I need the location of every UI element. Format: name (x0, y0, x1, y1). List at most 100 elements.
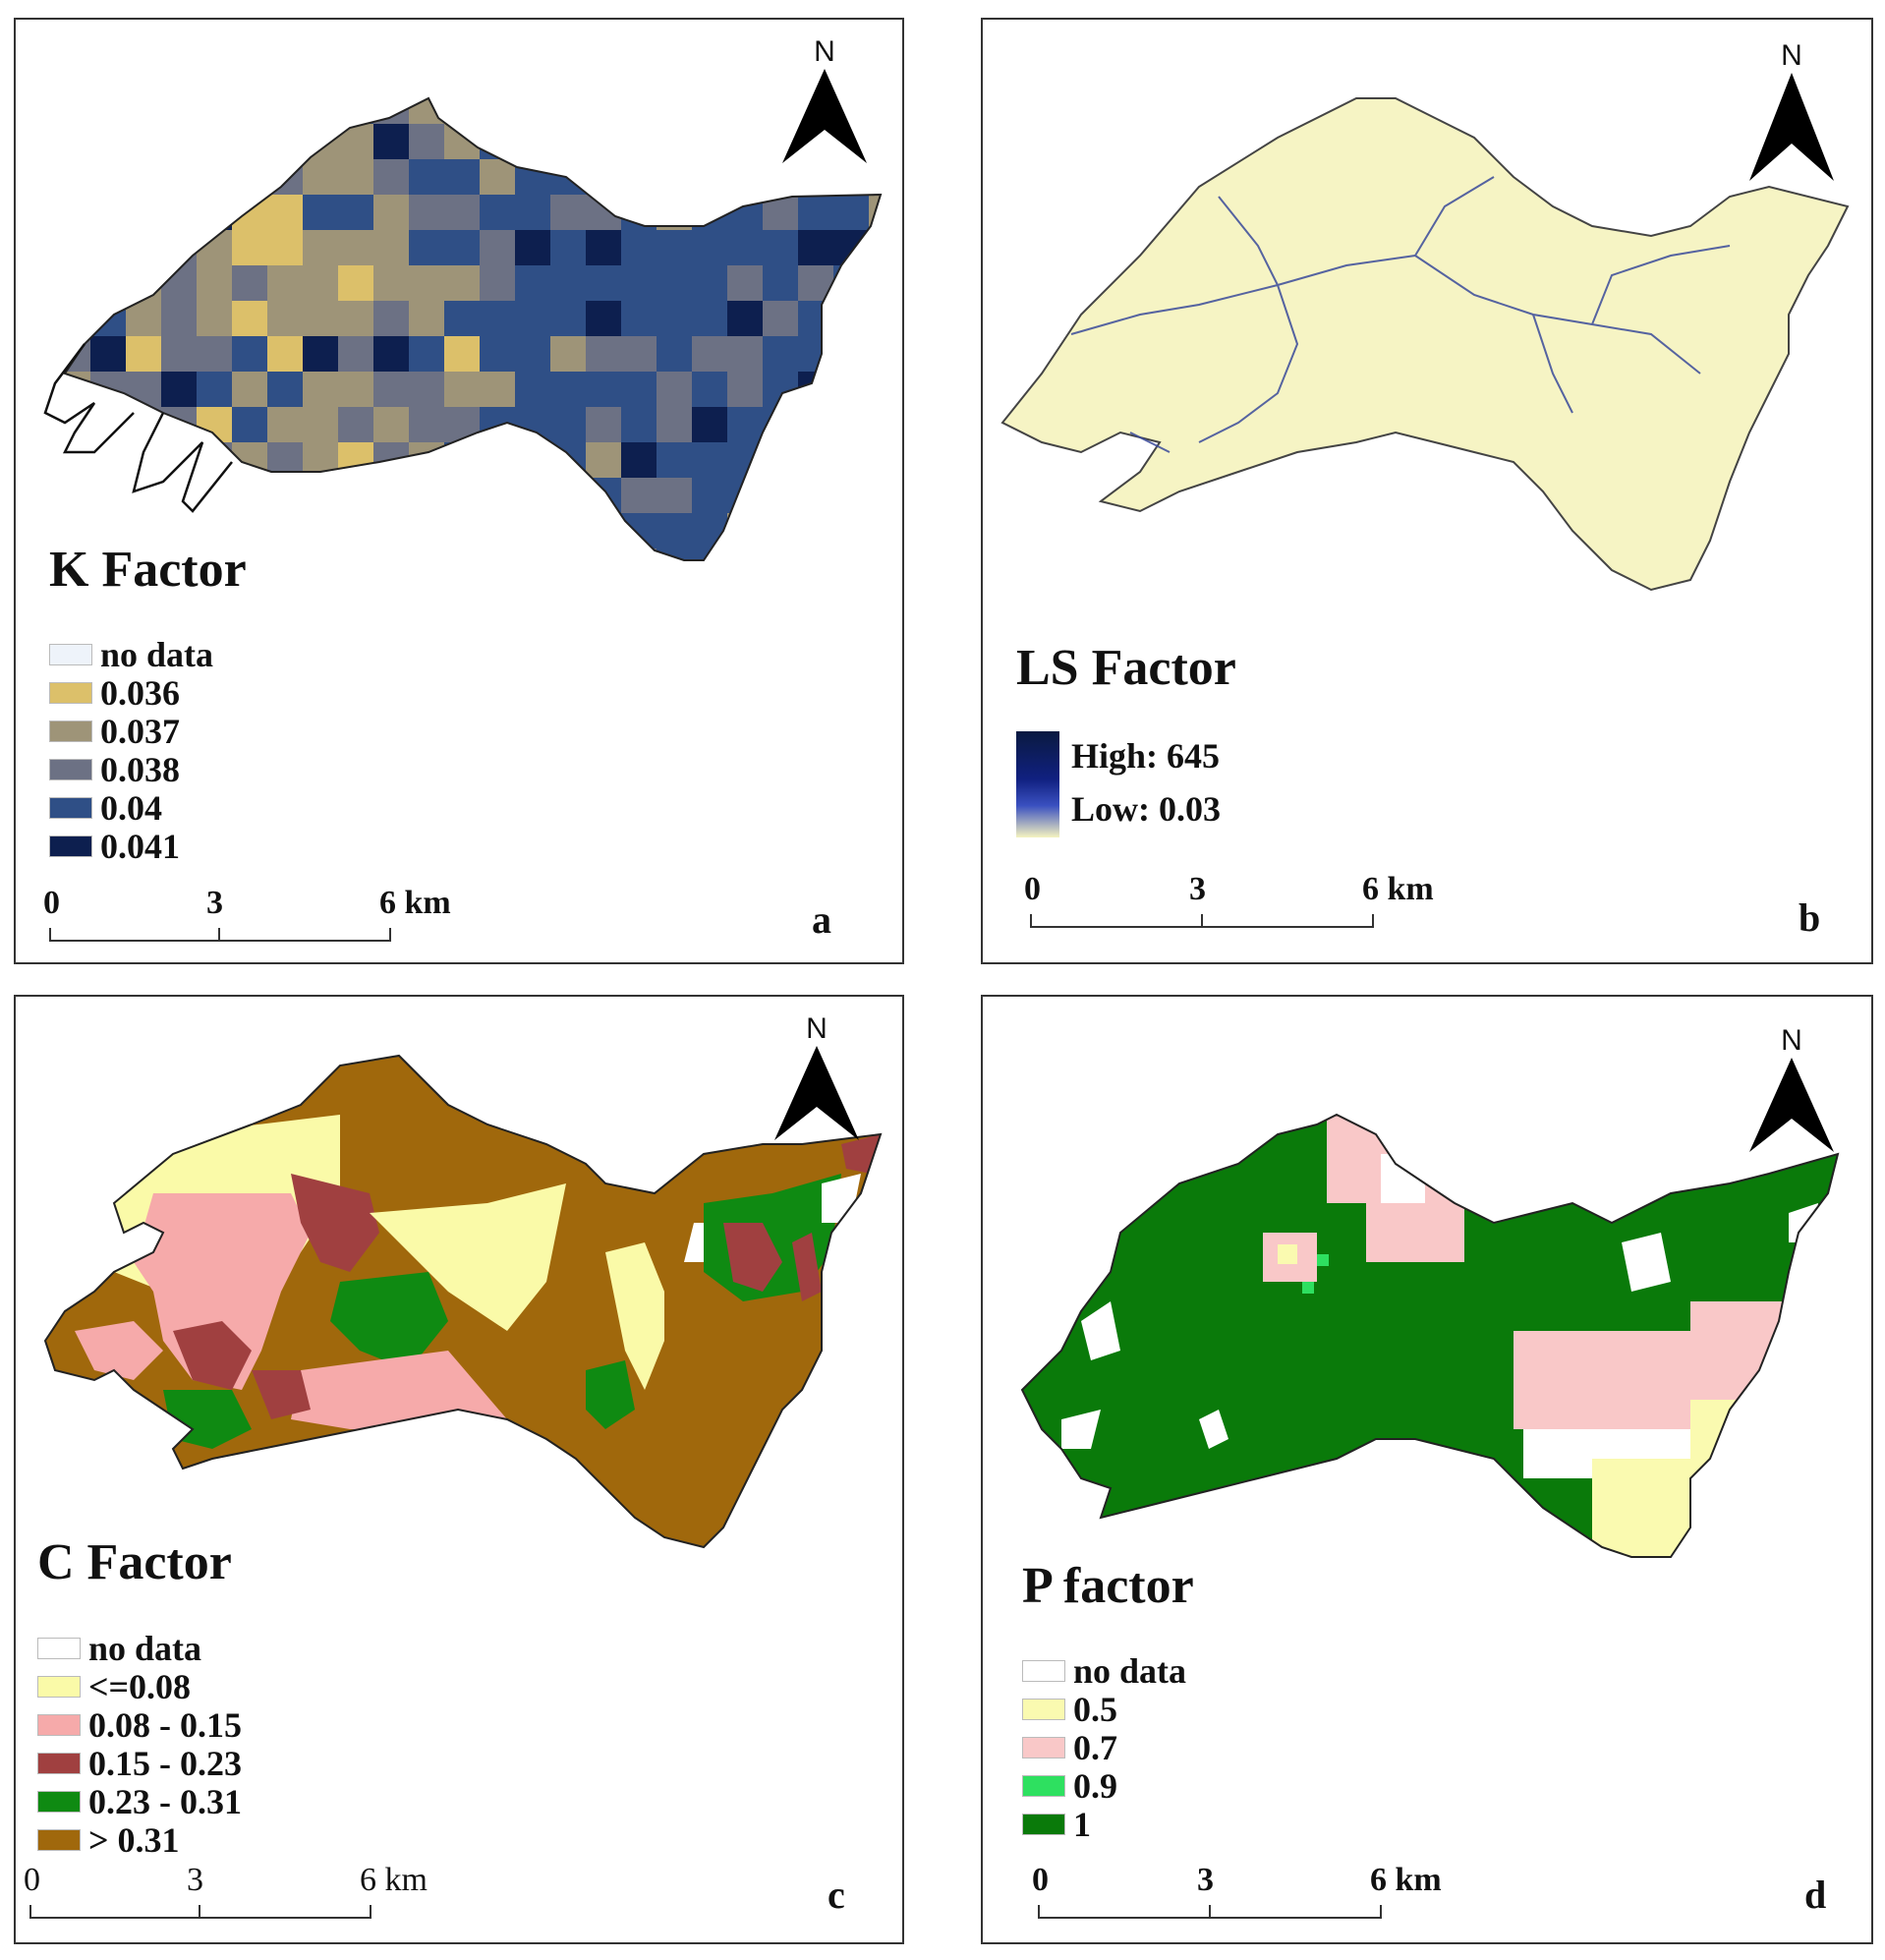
k-raster-cell (621, 372, 657, 407)
k-raster-cell (657, 265, 692, 301)
k-raster-cell (833, 301, 869, 336)
k-raster-cell (657, 230, 692, 265)
panel-c-c-factor: N C Factor no data <=0.08 0.08 - 0.15 0.… (14, 995, 904, 1944)
k-raster-cell (869, 442, 881, 478)
k-raster-cell (373, 478, 409, 513)
k-raster-cell (692, 336, 727, 372)
k-raster-cell (480, 301, 515, 336)
k-raster-cell (480, 548, 515, 560)
k-raster-cell (232, 336, 267, 372)
k-raster-cell (692, 124, 727, 159)
k-raster-cell (621, 124, 657, 159)
k-raster-cell (869, 159, 881, 195)
ls-legend-high: High: 645 (1071, 736, 1221, 776)
scale-bar-line (49, 928, 391, 942)
legend-label: 1 (1073, 1804, 1091, 1844)
k-raster-cell (444, 407, 480, 442)
k-raster-cell (161, 336, 197, 372)
panel-a-k-factor: N K Factor no data 0.036 0.037 0.038 0.0… (14, 18, 904, 964)
k-raster-cell (90, 195, 126, 230)
scale-bar-tick (1201, 914, 1203, 928)
north-label: N (806, 1012, 828, 1045)
k-raster-cell (444, 513, 480, 548)
k-raster-cell (65, 336, 90, 372)
k-raster-cell (338, 301, 373, 336)
legend-swatch (37, 1790, 81, 1813)
k-raster-cell (303, 98, 338, 124)
legend-swatch (37, 1752, 81, 1774)
panel-letter: d (1804, 1873, 1827, 1917)
legend-swatch (1022, 1659, 1065, 1682)
k-raster-cell (515, 442, 550, 478)
k-raster-cell (692, 195, 727, 230)
k-raster-cell (267, 407, 303, 442)
ls-gradient-swatch (1016, 731, 1059, 837)
k-raster-cell (338, 265, 373, 301)
k-raster-cell (373, 124, 409, 159)
k-raster-cell (126, 407, 161, 442)
k-raster-cell (65, 230, 90, 265)
k-raster-cell (126, 336, 161, 372)
k-raster-cell (550, 513, 586, 548)
k-raster-cell (409, 124, 444, 159)
k-raster-cell (161, 478, 197, 513)
scale-bar: 0 3 6 km (43, 885, 451, 953)
k-raster-cell (444, 548, 480, 560)
k-raster-cell (480, 372, 515, 407)
k-raster-cell (90, 124, 126, 159)
legend-swatch (37, 1675, 81, 1698)
k-raster-cell (692, 442, 727, 478)
k-raster-cell (833, 372, 869, 407)
k-raster-cell (515, 336, 550, 372)
k-raster-cell (798, 230, 833, 265)
k-raster-cell (621, 230, 657, 265)
k-raster-cell (90, 372, 126, 407)
k-raster-cell (480, 513, 515, 548)
k-raster-cell (197, 372, 232, 407)
k-raster-cell (444, 336, 480, 372)
legend-swatch (49, 681, 92, 704)
k-raster-cell (373, 513, 409, 548)
k-raster-cell (232, 407, 267, 442)
panel-letter: a (812, 897, 831, 942)
p-factor-map (1020, 1113, 1840, 1558)
k-raster-cell (373, 336, 409, 372)
north-arrow-icon (782, 69, 867, 163)
k-raster-cell (480, 478, 515, 513)
k-raster-cell (197, 124, 232, 159)
k-raster-cell (161, 124, 197, 159)
c-factor-map (43, 1054, 883, 1549)
north-arrow: N (780, 35, 869, 163)
panel-a-legend: no data 0.036 0.037 0.038 0.04 0.041 (49, 634, 214, 866)
k-raster-cell (480, 407, 515, 442)
k-raster-cell (90, 336, 126, 372)
k-raster-cell (798, 513, 833, 548)
k-raster-cell (869, 230, 881, 265)
k-raster-cell (621, 478, 657, 513)
k-raster-cell (550, 548, 586, 560)
north-label: N (1781, 39, 1802, 72)
legend-label: 0.037 (100, 711, 180, 751)
k-raster-cell (586, 230, 621, 265)
k-raster-cell (657, 98, 692, 124)
legend-label: 0.9 (1073, 1765, 1117, 1806)
k-raster-cell (303, 195, 338, 230)
k-raster-cell (798, 301, 833, 336)
k-raster-cell (373, 548, 409, 560)
legend-label: no data (100, 634, 214, 674)
k-raster-cell (338, 478, 373, 513)
k-raster-cell (161, 195, 197, 230)
legend-label: no data (88, 1628, 202, 1668)
k-raster-cell (338, 98, 373, 124)
legend-item: 0.15 - 0.23 (37, 1744, 242, 1783)
k-raster-cell (727, 265, 763, 301)
k-raster-cell (763, 407, 798, 442)
k-raster-cell (657, 159, 692, 195)
k-raster-cell (232, 478, 267, 513)
k-raster-cell (126, 159, 161, 195)
k-raster-cell (763, 230, 798, 265)
k-raster-cell (727, 372, 763, 407)
k-raster-cell (338, 442, 373, 478)
k-raster-cell (550, 442, 586, 478)
k-raster-cell (657, 124, 692, 159)
